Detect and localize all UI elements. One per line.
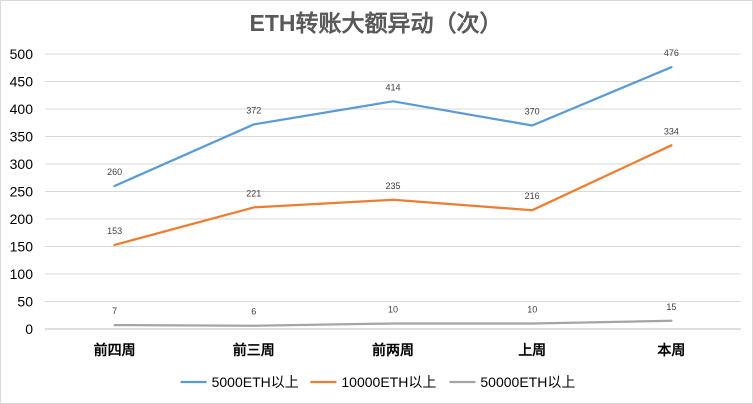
x-tick-label: 上周 xyxy=(518,342,546,358)
x-tick-label: 前四周 xyxy=(94,342,136,358)
data-label: 15 xyxy=(666,302,676,312)
x-tick-label: 前两周 xyxy=(372,342,414,358)
y-tick-label: 450 xyxy=(10,74,34,90)
legend-label: 10000ETH以上 xyxy=(341,374,436,390)
x-tick-label: 前三周 xyxy=(233,342,275,358)
y-tick-label: 150 xyxy=(10,239,34,255)
data-label: 10 xyxy=(388,305,398,315)
data-label: 153 xyxy=(107,226,122,236)
legend-item: 10000ETH以上 xyxy=(310,374,436,390)
data-label: 476 xyxy=(664,48,679,58)
chart-title: ETH转账大额异动（次） xyxy=(250,10,503,36)
y-tick-label: 300 xyxy=(10,156,34,172)
data-label: 334 xyxy=(664,126,679,136)
data-label: 372 xyxy=(246,105,261,115)
legend-item: 5000ETH以上 xyxy=(180,374,299,390)
data-label: 6 xyxy=(251,307,256,317)
series-line xyxy=(113,319,673,327)
y-tick-label: 50 xyxy=(17,294,33,310)
series-lines xyxy=(113,66,673,327)
data-label: 216 xyxy=(525,191,540,201)
data-label: 10 xyxy=(527,305,537,315)
y-tick-label: 200 xyxy=(10,211,34,227)
data-labels: 260 372 414 370 476 153 221 235 216 334 7 6 10 10 15 xyxy=(107,48,679,317)
x-tick-label: 本周 xyxy=(657,342,685,358)
y-tick-label: 400 xyxy=(10,101,34,117)
series-line xyxy=(113,144,673,247)
legend-item: 50000ETH以上 xyxy=(449,374,575,390)
gridlines xyxy=(45,53,741,330)
data-label: 7 xyxy=(112,306,117,316)
data-label: 235 xyxy=(385,181,400,191)
legend-label: 5000ETH以上 xyxy=(212,374,299,390)
y-tick-label: 500 xyxy=(10,46,34,62)
data-label: 221 xyxy=(246,188,261,198)
y-tick-label: 100 xyxy=(10,266,34,282)
data-label: 260 xyxy=(107,167,122,177)
data-label: 370 xyxy=(525,107,540,117)
data-label: 414 xyxy=(385,82,400,92)
series-line xyxy=(113,66,673,188)
y-tick-label: 0 xyxy=(25,321,33,337)
legend-label: 50000ETH以上 xyxy=(480,374,575,390)
legend: 5000ETH以上 10000ETH以上 50000ETH以上 xyxy=(180,374,575,390)
y-tick-label: 350 xyxy=(10,129,34,145)
y-tick-label: 250 xyxy=(10,184,34,200)
axes: 0 50 100 150 200 250 300 350 400 450 500 前四周 前三周 前两周 上… xyxy=(10,46,686,358)
